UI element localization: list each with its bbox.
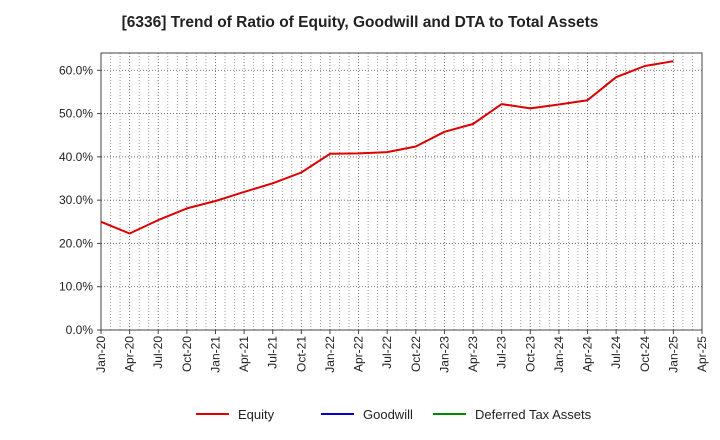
legend-label-goodwill: Goodwill — [363, 407, 413, 422]
x-tick-label: Apr-25 — [695, 336, 709, 372]
x-tick-label: Oct-23 — [523, 336, 537, 372]
x-tick-label: Jan-23 — [437, 336, 451, 373]
y-tick-label: 0.0% — [66, 323, 94, 337]
plot-frame — [100, 52, 703, 331]
x-tick-label: Apr-24 — [581, 336, 595, 372]
y-tick-label: 50.0% — [59, 107, 93, 121]
x-tick-label: Jul-21 — [266, 336, 280, 369]
series-line-equity — [100, 60, 674, 235]
y-tick-label: 30.0% — [59, 193, 93, 207]
y-tick-label: 10.0% — [59, 280, 93, 294]
x-tick-label: Jan-24 — [552, 336, 566, 373]
x-tick-label: Jul-22 — [380, 336, 394, 369]
legend-label-deferred-tax-assets: Deferred Tax Assets — [475, 407, 592, 422]
x-tick-label: Apr-22 — [352, 336, 366, 372]
x-tick-label: Oct-21 — [294, 336, 308, 372]
x-tick-label: Jan-22 — [323, 336, 337, 373]
y-tick-label: 20.0% — [59, 236, 93, 250]
x-tick-label: Oct-24 — [638, 336, 652, 372]
x-tick-label: Oct-20 — [180, 336, 194, 372]
legend-label-equity: Equity — [238, 407, 275, 422]
x-tick-label: Jul-20 — [151, 336, 165, 369]
x-tick-label: Jan-20 — [94, 336, 108, 373]
x-tick-label: Jan-25 — [666, 336, 680, 373]
x-tick-label: Apr-20 — [123, 336, 137, 372]
x-tick-label: Jul-23 — [495, 336, 509, 369]
x-tick-label: Oct-22 — [409, 336, 423, 372]
x-tick-label: Jan-21 — [208, 336, 222, 373]
x-tick-label: Apr-23 — [466, 336, 480, 372]
x-tick-label: Jul-24 — [609, 336, 623, 369]
x-tick-label: Apr-21 — [237, 336, 251, 372]
y-tick-label: 40.0% — [59, 150, 93, 164]
chart-title: [6336] Trend of Ratio of Equity, Goodwil… — [121, 14, 599, 31]
y-tick-label: 60.0% — [59, 63, 93, 77]
